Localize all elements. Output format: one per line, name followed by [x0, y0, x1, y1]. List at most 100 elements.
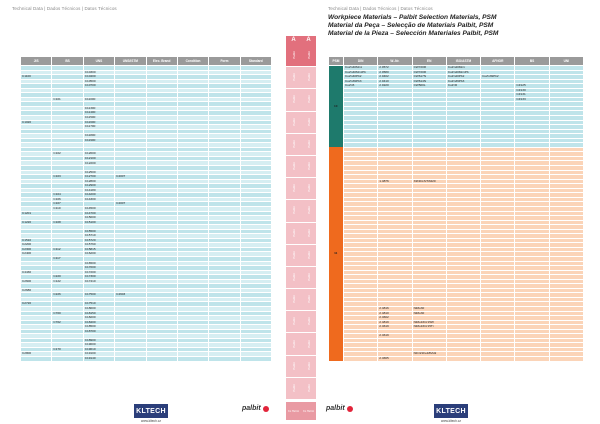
spine-tab[interactable]: Palbit	[301, 222, 316, 245]
table-row	[329, 297, 585, 303]
table-row	[329, 288, 585, 294]
table-cell	[548, 297, 585, 303]
table-cell	[239, 206, 273, 212]
table-row: C18700	[19, 329, 273, 335]
table-cell	[548, 106, 585, 112]
table-cell	[548, 279, 585, 285]
spine-tab[interactable]: Palbit	[286, 155, 301, 179]
table-cell	[548, 156, 585, 162]
material-group-10: 10	[328, 65, 344, 148]
table-row	[329, 183, 585, 189]
table-row: C12900	[19, 183, 273, 189]
spine-tab[interactable]: Palbit	[301, 310, 316, 334]
table-cell	[548, 283, 585, 289]
table-cell	[239, 211, 273, 217]
spine-tab[interactable]: Palbit	[286, 44, 301, 68]
spine-tab[interactable]: Palbit	[286, 244, 301, 267]
spine-tab[interactable]: Palbit	[301, 177, 316, 201]
table-row	[329, 292, 585, 298]
spine-tab[interactable]: Palbit	[301, 377, 316, 400]
spine-tab[interactable]: Palbit	[301, 332, 316, 356]
table-cell	[548, 347, 585, 353]
spine-tab[interactable]: Palbit	[301, 355, 316, 378]
table-row: C10500	[19, 79, 273, 85]
spine-tab[interactable]: Palbit	[286, 133, 301, 156]
spine-tab[interactable]: Palbit	[301, 44, 316, 68]
spine-tab[interactable]: Palbit	[286, 111, 301, 134]
spine-tab[interactable]: Palbit	[301, 66, 316, 90]
spine-tab[interactable]: Palbit	[301, 266, 316, 290]
spine-tab[interactable]: Palbit	[301, 288, 316, 312]
spine-tab[interactable]: Palbit	[286, 288, 301, 312]
spine-tab[interactable]: Palbit	[286, 177, 301, 201]
spine-tab[interactable]: Palbit	[286, 310, 301, 334]
spine-tab[interactable]: Palbit	[286, 332, 301, 356]
right-material-table: PSM DIN W.-Nr. EN ISO/ASTM AFNOR BS UNI 10 CuZn4…	[328, 56, 585, 362]
table-row	[19, 297, 273, 303]
table-row: C14180	[19, 188, 273, 194]
table-cell	[548, 65, 585, 71]
table-row: C1100 C10400	[19, 74, 273, 80]
table-row	[19, 333, 273, 339]
title-line-pt: Material da Peça – Selecção de Materiais…	[328, 22, 494, 30]
table-cell	[548, 270, 585, 276]
table-row	[329, 165, 585, 171]
left-col-header: UNS	[82, 56, 116, 66]
table-cell	[239, 215, 273, 221]
table-row	[329, 124, 585, 130]
table-cell	[239, 297, 273, 303]
table-cell: 2.4665	[377, 356, 413, 362]
table-row: C18500	[19, 324, 273, 330]
spine-tab-label: Palbit	[306, 117, 311, 126]
table-cell	[239, 338, 273, 344]
spine-tab-label: Palbit	[291, 251, 296, 259]
table-cell	[239, 288, 273, 294]
table-cell	[239, 179, 273, 185]
spine-tab[interactable]: Palbit	[301, 111, 316, 134]
table-row: CuZn40Pb2 2.0402 CW617N CuZn40Pb2 CuZn39Pb2	[329, 74, 585, 80]
spine-tab[interactable]: Palbit	[286, 66, 301, 90]
spine-tab[interactable]: Palbit	[286, 377, 301, 400]
table-cell	[548, 197, 585, 203]
table-row: 2.4619 NiMo16Cr15Ti	[329, 324, 585, 330]
right-col-header: ISO/ASTM	[445, 56, 482, 66]
table-cell	[548, 165, 585, 171]
spine-tab[interactable]: Palbit	[286, 199, 301, 223]
table-row: C700 C18150	[19, 311, 273, 317]
table-cell	[239, 142, 273, 148]
spine-tab[interactable]: Palbit	[301, 133, 316, 156]
spine-tab-label: Palbit	[291, 361, 296, 370]
table-cell	[239, 92, 273, 98]
spine-tab-label: Palbit	[306, 339, 311, 348]
table-cell	[239, 88, 273, 94]
spine-tab-label: Palbit	[306, 184, 311, 192]
table-row	[329, 233, 585, 239]
table-cell	[239, 124, 273, 130]
table-row	[19, 147, 273, 153]
table-cell	[548, 320, 585, 326]
table-row	[329, 224, 585, 230]
table-cell	[239, 229, 273, 235]
spine-tab-label: Palbit	[306, 384, 311, 392]
spine-tab[interactable]: Palbit	[286, 355, 301, 378]
spine-tab[interactable]: Palbit	[301, 88, 316, 112]
table-cell	[239, 270, 273, 276]
table-row: C102 C12000	[19, 151, 273, 157]
spine-tab[interactable]: Palbit	[301, 155, 316, 179]
spine-tab-label: Palbit	[291, 384, 296, 392]
spine-tab[interactable]: Palbit	[301, 244, 316, 267]
table-cell	[548, 151, 585, 157]
spine-tab[interactable]: Palbit	[301, 199, 316, 223]
spine-tab-label: Palbit	[306, 361, 311, 370]
spine-tab[interactable]: Palbit	[286, 222, 301, 245]
table-cell	[239, 324, 273, 330]
table-row	[329, 192, 585, 198]
table-cell	[239, 274, 273, 280]
table-cell	[548, 211, 585, 217]
title-line-es: Material de la Pieza – Selección Materia…	[328, 30, 499, 38]
spine-tab[interactable]: Palbit	[286, 266, 301, 290]
table-cell	[548, 74, 585, 80]
spine-tab[interactable]: Palbit	[286, 88, 301, 112]
table-row: C107 C4007	[19, 201, 273, 207]
table-cell	[239, 220, 273, 226]
